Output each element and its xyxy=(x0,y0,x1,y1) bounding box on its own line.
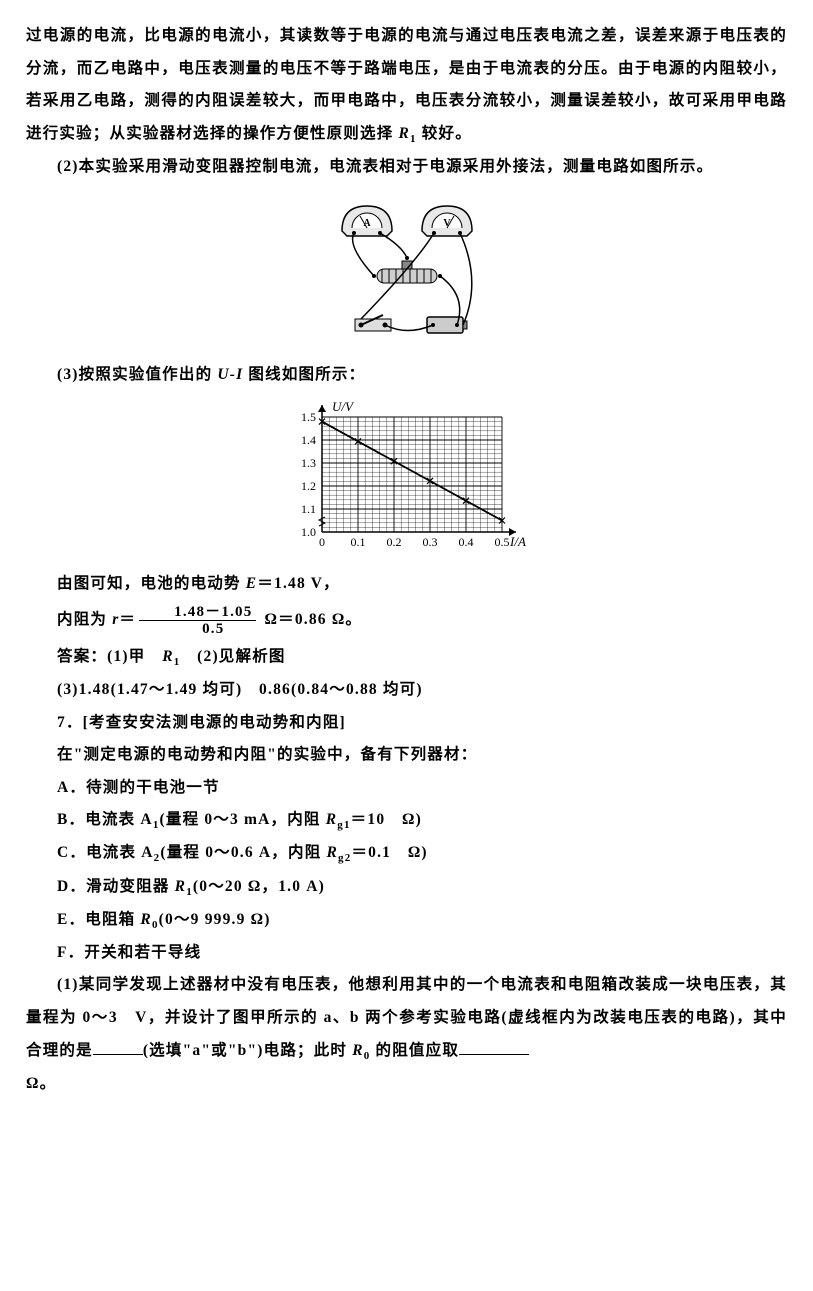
svg-text:1.3: 1.3 xyxy=(301,456,316,470)
p3-pre: (3)按照实验值作出的 xyxy=(57,366,217,383)
p5-pre: 内阻为 xyxy=(57,611,112,628)
svg-text:0.1: 0.1 xyxy=(350,535,365,549)
item-e-rsub: 0 xyxy=(152,919,159,931)
item-d-post: (0～20 Ω，1.0 A) xyxy=(193,878,325,895)
svg-text:I/A: I/A xyxy=(509,534,526,549)
item-e-r: R xyxy=(140,911,152,928)
item-f-text: F．开关和若干导线 xyxy=(57,944,201,961)
item-e-pre: E．电阻箱 xyxy=(57,911,140,928)
svg-text:1.1: 1.1 xyxy=(301,502,316,516)
item-b-r: R xyxy=(326,811,338,828)
item-c-pre: C．电流表 A xyxy=(57,844,154,861)
blank-2 xyxy=(459,1039,529,1055)
item-b-sub: 1 xyxy=(153,819,160,831)
svg-text:0: 0 xyxy=(319,535,325,549)
q1-mid: (选填"a"或"b")电路；此时 xyxy=(143,1042,352,1059)
svg-text:0.2: 0.2 xyxy=(386,535,401,549)
circuit-svg: A V xyxy=(307,191,507,351)
item-c-rsub: g2 xyxy=(338,852,351,864)
item-b-post: ＝10 Ω) xyxy=(351,811,422,828)
frac-den: 0.5 xyxy=(139,621,256,638)
q7-title: 7．[考查安安法测电源的电动势和内阻] xyxy=(26,707,787,740)
p1-rsub: 1 xyxy=(410,133,417,145)
svg-text:1.5: 1.5 xyxy=(301,410,316,424)
item-d-r: R xyxy=(175,878,187,895)
svg-text:1.2: 1.2 xyxy=(301,479,316,493)
answer-line-1: 答案：(1)甲 R1 (2)见解析图 xyxy=(26,641,787,674)
ans1-r: R xyxy=(162,648,174,665)
item-c-r: R xyxy=(326,844,338,861)
p3-ui: U-I xyxy=(217,366,243,383)
p1-tail: 较好。 xyxy=(417,125,472,142)
paragraph-4: 由图可知，电池的电动势 E＝1.48 V， xyxy=(26,568,787,601)
q1-r: R xyxy=(352,1042,364,1059)
ans-label: 答案： xyxy=(57,648,107,665)
blank-1 xyxy=(93,1039,143,1055)
item-d-rsub: 1 xyxy=(186,886,193,898)
fraction: 1.48－1.050.5 xyxy=(139,604,256,638)
p5-post: Ω＝0.86 Ω。 xyxy=(259,611,362,628)
item-c-post: ＝0.1 Ω) xyxy=(351,844,427,861)
item-d: D．滑动变阻器 R1(0～20 Ω，1.0 A) xyxy=(26,871,787,904)
q7-title-text: 7．[考查安安法测电源的电动势和内阻] xyxy=(57,714,346,731)
p4-e: E xyxy=(246,575,258,592)
svg-text:U/V: U/V xyxy=(332,400,355,414)
p4-pre: 由图可知，电池的电动势 xyxy=(57,575,246,592)
ui-graph: 1.5 1.4 1.3 1.2 1.1 1.00 0.1 0.2 0.3 0.4 0.5 U/V I/A xyxy=(26,400,787,560)
item-f: F．开关和若干导线 xyxy=(26,937,787,970)
q1-unit: Ω。 xyxy=(26,1075,56,1092)
p2-text: (2)本实验采用滑动变阻器控制电流，电流表相对于电源采用外接法，测量电路如图所示… xyxy=(57,158,713,175)
svg-text:0.4: 0.4 xyxy=(458,535,473,549)
ans1: (1)甲 xyxy=(107,648,162,665)
item-c: C．电流表 A2(量程 0～0.6 A，内阻 Rg2＝0.1 Ω) xyxy=(26,837,787,870)
svg-text:0.3: 0.3 xyxy=(422,535,437,549)
paragraph-5: 内阻为 r＝1.48－1.050.5 Ω＝0.86 Ω。 xyxy=(26,600,787,640)
p4-eq: ＝1.48 V， xyxy=(257,575,340,592)
paragraph-1: 过电源的电流，比电源的电流小，其读数等于电源的电流与通过电压表电流之差，误差来源… xyxy=(26,20,787,151)
item-b: B．电流表 A1(量程 0～3 mA，内阻 Rg1＝10 Ω) xyxy=(26,804,787,837)
p5-eq: ＝ xyxy=(119,611,136,628)
item-d-pre: D．滑动变阻器 xyxy=(57,878,175,895)
answer-line-2: (3)1.48(1.47～1.49 均可) 0.86(0.84～0.88 均可) xyxy=(26,674,787,707)
p1-r: R xyxy=(398,125,410,142)
item-a-text: A．待测的干电池一节 xyxy=(57,779,220,796)
svg-text:V: V xyxy=(443,218,451,229)
ans3: (3)1.48(1.47～1.49 均可) 0.86(0.84～0.88 均可) xyxy=(57,681,423,698)
svg-text:1.4: 1.4 xyxy=(301,433,316,447)
paragraph-2: (2)本实验采用滑动变阻器控制电流，电流表相对于电源采用外接法，测量电路如图所示… xyxy=(26,151,787,184)
svg-text:0.5: 0.5 xyxy=(494,535,509,549)
item-b-mid: (量程 0～3 mA，内阻 xyxy=(160,811,326,828)
q1-unit-line: Ω。 xyxy=(26,1068,787,1101)
circuit-diagram: A V xyxy=(26,191,787,351)
q7-intro-text: 在"测定电源的电动势和内阻"的实验中，备有下列器材： xyxy=(57,746,477,763)
svg-text:A: A xyxy=(363,218,371,229)
svg-text:1.0: 1.0 xyxy=(301,525,316,539)
q1-post: 的阻值应取 xyxy=(370,1042,459,1059)
ans2: (2)见解析图 xyxy=(180,648,285,665)
item-e-post: (0～9 999.9 Ω) xyxy=(159,911,271,928)
p3-post: 图线如图所示： xyxy=(243,366,365,383)
item-b-pre: B．电流表 A xyxy=(57,811,153,828)
item-a: A．待测的干电池一节 xyxy=(26,772,787,805)
graph-svg: 1.5 1.4 1.3 1.2 1.1 1.00 0.1 0.2 0.3 0.4 0.5 U/V I/A xyxy=(277,400,537,560)
q7-intro: 在"测定电源的电动势和内阻"的实验中，备有下列器材： xyxy=(26,739,787,772)
frac-num: 1.48－1.05 xyxy=(139,604,256,622)
paragraph-3: (3)按照实验值作出的 U-I 图线如图所示： xyxy=(26,359,787,392)
item-b-rsub: g1 xyxy=(337,819,350,831)
q1-paragraph: (1)某同学发现上述器材中没有电压表，他想利用其中的一个电流表和电阻箱改装成一块… xyxy=(26,969,787,1067)
item-e: E．电阻箱 R0(0～9 999.9 Ω) xyxy=(26,904,787,937)
item-c-mid: (量程 0～0.6 A，内阻 xyxy=(160,844,326,861)
